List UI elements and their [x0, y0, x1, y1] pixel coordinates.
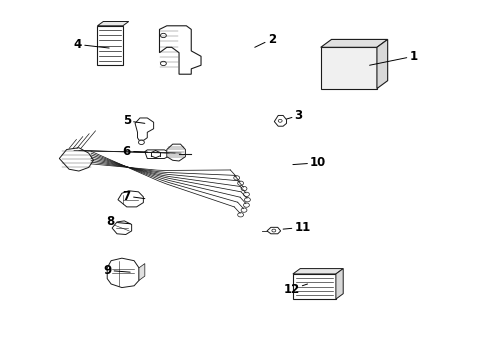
- Circle shape: [241, 208, 247, 212]
- Text: 5: 5: [122, 114, 145, 127]
- Text: 12: 12: [283, 283, 308, 296]
- Circle shape: [160, 61, 166, 66]
- Circle shape: [139, 140, 145, 144]
- Circle shape: [244, 203, 249, 207]
- Polygon shape: [118, 191, 144, 207]
- Polygon shape: [107, 258, 139, 288]
- Polygon shape: [159, 26, 201, 74]
- Polygon shape: [293, 274, 336, 299]
- Text: 7: 7: [122, 190, 145, 203]
- Text: 6: 6: [122, 145, 147, 158]
- Polygon shape: [59, 148, 94, 171]
- Polygon shape: [377, 40, 388, 89]
- Polygon shape: [293, 269, 343, 274]
- Polygon shape: [98, 22, 129, 26]
- Polygon shape: [167, 144, 185, 161]
- Text: 4: 4: [74, 38, 109, 51]
- Text: 2: 2: [255, 32, 276, 47]
- Polygon shape: [135, 118, 154, 140]
- Circle shape: [160, 33, 166, 38]
- Circle shape: [272, 229, 276, 232]
- Circle shape: [245, 198, 250, 202]
- Polygon shape: [139, 264, 145, 280]
- Circle shape: [238, 181, 244, 185]
- Polygon shape: [321, 40, 388, 47]
- Polygon shape: [98, 26, 123, 65]
- Text: 10: 10: [293, 156, 326, 169]
- Polygon shape: [321, 47, 377, 89]
- Polygon shape: [267, 227, 281, 234]
- Circle shape: [234, 176, 240, 180]
- Text: 9: 9: [103, 264, 130, 277]
- Text: 8: 8: [106, 215, 130, 229]
- Circle shape: [238, 213, 244, 217]
- Polygon shape: [336, 269, 343, 299]
- Polygon shape: [274, 116, 287, 126]
- Polygon shape: [112, 221, 132, 234]
- Text: 11: 11: [283, 221, 311, 234]
- Circle shape: [244, 192, 249, 197]
- Polygon shape: [145, 150, 179, 158]
- Text: 3: 3: [287, 109, 303, 122]
- Circle shape: [241, 186, 247, 191]
- Text: 1: 1: [369, 50, 417, 65]
- Circle shape: [278, 120, 282, 122]
